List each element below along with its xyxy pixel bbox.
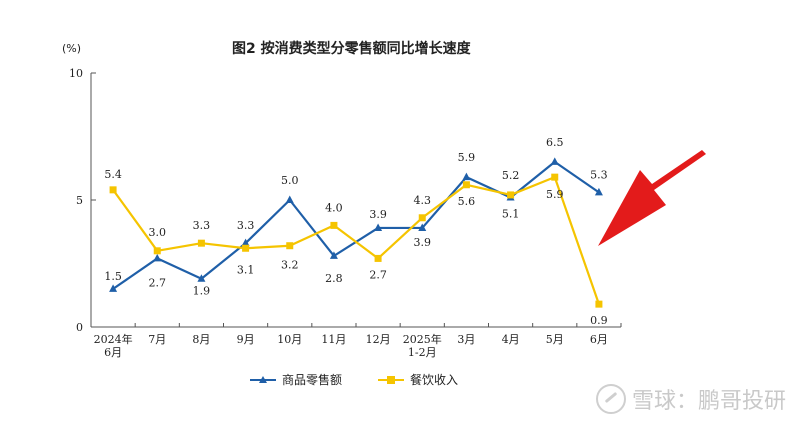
legend-item-retail: 商品零售额 xyxy=(250,371,342,388)
data-point-catering xyxy=(551,173,559,181)
x-tick-label: 7月 xyxy=(148,333,166,346)
watermark-text: 雪球：鹏哥投研 xyxy=(631,389,786,414)
x-tick-label: 2024年 xyxy=(94,332,133,346)
legend-label-catering: 餐饮收入 xyxy=(410,373,459,387)
x-tick-label: 12月 xyxy=(366,333,391,346)
data-point-retail xyxy=(241,238,250,247)
data-point-retail xyxy=(418,223,427,231)
annotation-arrow xyxy=(598,150,706,246)
series-line-catering xyxy=(112,176,600,305)
data-label-catering: 5.6 xyxy=(458,195,476,208)
data-point-catering xyxy=(197,239,205,247)
data-label-retail: 1.9 xyxy=(193,285,211,298)
data-label-catering: 5.9 xyxy=(546,188,564,201)
data-point-retail xyxy=(550,157,559,165)
series-line-retail xyxy=(112,160,600,290)
x-tick-label: 10月 xyxy=(277,333,302,346)
y-tick-label: 0 xyxy=(76,321,83,334)
data-point-retail xyxy=(285,195,294,203)
data-label-retail: 1.5 xyxy=(104,270,122,283)
data-point-catering xyxy=(242,244,250,252)
data-label-retail: 5.3 xyxy=(590,168,608,181)
data-label-catering: 0.9 xyxy=(590,314,608,327)
data-point-retail xyxy=(153,253,162,262)
data-label-retail: 5.9 xyxy=(458,151,476,164)
data-point-retail xyxy=(197,274,206,282)
x-tick-label: 6月 xyxy=(104,346,122,359)
data-point-catering xyxy=(153,247,161,255)
y-axis-unit-label: (%) xyxy=(62,42,82,55)
data-label-catering: 3.0 xyxy=(149,226,167,239)
legend-swatch-retail xyxy=(250,374,276,386)
data-label-catering: 4.3 xyxy=(414,194,432,207)
data-label-retail: 3.9 xyxy=(414,236,432,249)
data-point-retail xyxy=(594,187,603,196)
data-point-catering xyxy=(109,186,117,194)
x-tick-label: 3月 xyxy=(457,333,475,346)
x-tick-label: 2025年 xyxy=(403,332,442,346)
data-label-catering: 5.2 xyxy=(502,169,520,182)
data-point-catering xyxy=(374,254,382,262)
x-tick-label: 1-2月 xyxy=(408,346,437,359)
legend-swatch-catering xyxy=(378,374,405,386)
data-label-catering: 5.4 xyxy=(104,168,122,181)
data-label-catering: 4.0 xyxy=(325,201,343,214)
chart-title: 图2 按消费类型分零售额同比增长速度 xyxy=(232,41,471,57)
data-point-catering xyxy=(418,214,426,222)
data-label-catering: 3.2 xyxy=(281,259,299,272)
x-tick-label: 11月 xyxy=(321,333,346,346)
legend-label-retail: 商品零售额 xyxy=(282,373,343,387)
data-point-catering xyxy=(330,221,338,229)
data-point-retail xyxy=(374,223,383,231)
legend-item-catering: 餐饮收入 xyxy=(378,371,458,388)
x-tick-label: 8月 xyxy=(192,333,210,346)
x-tick-label: 4月 xyxy=(502,333,520,346)
data-label-retail: 5.0 xyxy=(281,174,299,187)
data-point-catering xyxy=(507,191,515,199)
watermark: 雪球：鹏哥投研 xyxy=(595,383,786,415)
data-label-retail: 3.9 xyxy=(369,208,387,221)
data-point-retail xyxy=(329,251,338,259)
x-tick-label: 5月 xyxy=(546,333,564,346)
x-tick-label: 6月 xyxy=(590,333,608,346)
data-label-catering: 2.7 xyxy=(369,268,387,281)
data-point-catering xyxy=(286,242,294,250)
data-label-retail: 3.3 xyxy=(237,219,255,232)
y-tick-label: 5 xyxy=(76,194,83,207)
data-label-retail: 6.5 xyxy=(546,136,564,149)
data-label-retail: 2.7 xyxy=(149,276,167,289)
data-label-retail: 2.8 xyxy=(325,272,343,285)
data-point-catering xyxy=(595,300,603,308)
data-label-catering: 3.1 xyxy=(237,263,255,276)
data-label-retail: 5.1 xyxy=(502,207,520,220)
legend: 商品零售额 餐饮收入 xyxy=(250,371,494,388)
y-tick-label: 10 xyxy=(69,67,83,80)
snowball-logo-icon xyxy=(595,384,626,414)
data-point-retail xyxy=(109,284,118,292)
data-label-catering: 3.3 xyxy=(193,219,211,232)
data-point-retail xyxy=(462,172,471,181)
x-tick-label: 9月 xyxy=(237,333,255,346)
data-point-catering xyxy=(462,181,470,189)
